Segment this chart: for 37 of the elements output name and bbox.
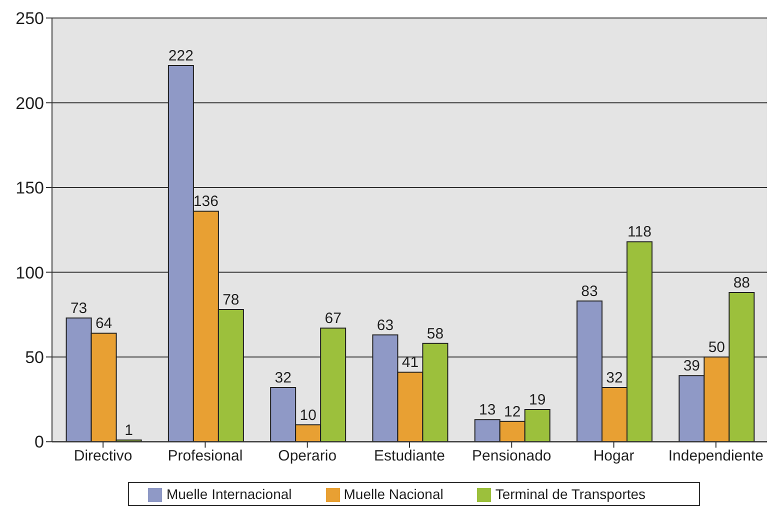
data-label: 13 bbox=[479, 402, 496, 419]
data-label: 32 bbox=[274, 369, 292, 386]
data-label: 41 bbox=[402, 354, 419, 372]
x-tick-label: Hogar bbox=[593, 447, 634, 464]
data-label: 67 bbox=[324, 310, 342, 328]
data-label: 12 bbox=[504, 403, 521, 420]
data-label: 58 bbox=[426, 325, 444, 342]
data-label: 10 bbox=[300, 406, 316, 424]
data-label: 19 bbox=[529, 392, 546, 408]
x-tick-label: Profesional bbox=[168, 447, 243, 464]
y-tick-label: 250 bbox=[16, 9, 44, 28]
data-label: 118 bbox=[628, 224, 652, 241]
data-label: 136 bbox=[193, 193, 218, 210]
y-tick-label: 150 bbox=[16, 178, 44, 198]
data-label: 63 bbox=[376, 316, 394, 334]
x-tick-label: Estudiante bbox=[374, 447, 445, 464]
y-tick-label: 50 bbox=[25, 348, 44, 367]
y-tick-label: 0 bbox=[34, 432, 44, 452]
y-tick-label: 100 bbox=[16, 263, 44, 282]
data-label: 83 bbox=[581, 283, 598, 300]
legend-label: Muelle Nacional bbox=[344, 486, 444, 502]
data-label: 64 bbox=[95, 315, 112, 332]
x-tick-label: Pensionado bbox=[472, 447, 552, 464]
data-label: 32 bbox=[606, 369, 623, 386]
data-label: 1 bbox=[124, 422, 133, 440]
legend-label: Muelle Internacional bbox=[166, 486, 292, 502]
y-tick-label: 200 bbox=[16, 94, 44, 113]
x-tick-label: Independiente bbox=[668, 447, 764, 464]
data-label: 39 bbox=[683, 358, 700, 375]
x-tick-label: Operario bbox=[278, 447, 337, 464]
data-label: 73 bbox=[70, 300, 88, 317]
legend-label: Terminal de Transportes bbox=[495, 486, 646, 502]
data-label: 78 bbox=[222, 292, 240, 309]
data-label: 50 bbox=[708, 338, 725, 356]
x-tick-label: Directivo bbox=[74, 447, 132, 464]
data-label: 88 bbox=[733, 274, 750, 292]
data-label: 222 bbox=[168, 47, 194, 64]
